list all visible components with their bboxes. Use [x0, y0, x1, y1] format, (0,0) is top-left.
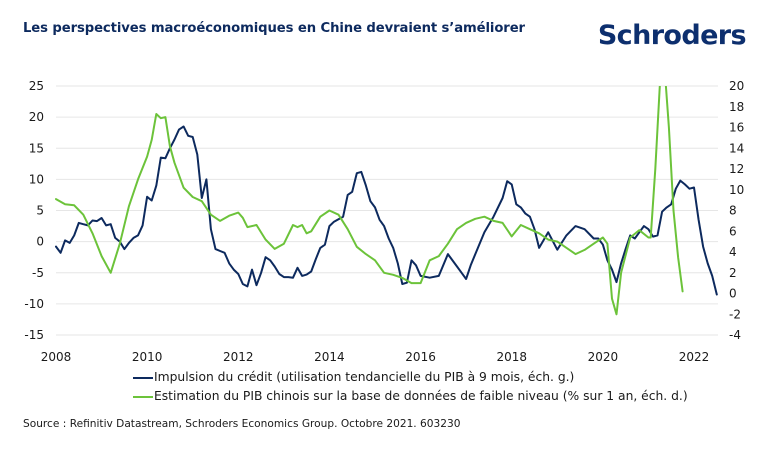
legend-label-gdp-estimate: Estimation du PIB chinois sur la base de…: [154, 389, 688, 403]
series-line-credit-impulse: [55, 125, 718, 296]
legend: Impulsion du crédit (utilisation tendanc…: [133, 368, 688, 406]
x-tick-label: 2014: [314, 350, 345, 364]
right-tick-label: 10: [729, 183, 744, 197]
left-tick-label: 20: [29, 110, 44, 124]
x-tick-label: 2020: [588, 350, 619, 364]
right-tick-label: 0: [729, 287, 737, 301]
left-tick-label: -15: [24, 328, 44, 342]
right-tick-label: 12: [729, 162, 744, 176]
right-tick-label: 14: [729, 141, 744, 155]
left-tick-label: 0: [36, 235, 44, 249]
left-tick-label: 15: [29, 141, 44, 155]
right-tick-label: 8: [729, 204, 737, 218]
series-line-gdp-estimate: [55, 86, 684, 316]
legend-swatch-credit-impulse: [133, 376, 153, 379]
left-tick-label: 10: [29, 172, 44, 186]
x-tick-label: 2008: [41, 350, 72, 364]
left-tick-label: 5: [36, 204, 44, 218]
left-tick-label: 25: [29, 79, 44, 93]
left-axis-ticks: 25 20 15 10 5 0 -5 -10 -15: [24, 79, 44, 342]
x-tick-label: 2022: [679, 350, 710, 364]
legend-item-credit-impulse: Impulsion du crédit (utilisation tendanc…: [133, 368, 688, 387]
x-tick-label: 2018: [496, 350, 527, 364]
x-tick-label: 2016: [405, 350, 436, 364]
legend-swatch-gdp-estimate: [133, 395, 153, 398]
right-tick-label: 18: [729, 100, 744, 114]
right-tick-label: 6: [729, 224, 737, 238]
x-axis-ticks: 2008 2010 2012 2014 2016 2018 2020 2022: [41, 350, 710, 364]
source-note: Source : Refinitiv Datastream, Schroders…: [23, 418, 461, 430]
x-tick-label: 2010: [132, 350, 163, 364]
right-tick-label: 16: [729, 121, 744, 135]
right-tick-label: 2: [729, 266, 737, 280]
chart-title: Les perspectives macroéconomiques en Chi…: [23, 21, 525, 36]
left-tick-label: -10: [24, 297, 44, 311]
legend-label-credit-impulse: Impulsion du crédit (utilisation tendanc…: [154, 370, 575, 384]
right-tick-label: -4: [729, 328, 741, 342]
left-tick-label: -5: [32, 266, 44, 280]
legend-item-gdp-estimate: Estimation du PIB chinois sur la base de…: [133, 387, 688, 406]
right-tick-label: 20: [729, 79, 744, 93]
right-tick-label: -2: [729, 307, 741, 321]
schroders-logo: Schroders: [597, 20, 747, 51]
x-tick-label: 2012: [223, 350, 254, 364]
series-group: [55, 86, 718, 316]
right-tick-label: 4: [729, 245, 737, 259]
